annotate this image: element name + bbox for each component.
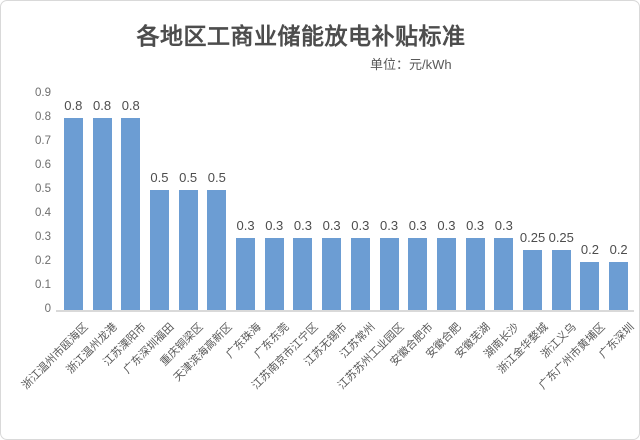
x-axis-line bbox=[56, 310, 634, 312]
bar bbox=[580, 262, 600, 310]
bar bbox=[92, 118, 112, 310]
y-axis-tick-label: 0.8 bbox=[35, 111, 51, 123]
bar-value-label: 0.3 bbox=[265, 218, 284, 233]
unit-label: 单位：元/kWh bbox=[370, 57, 452, 72]
bar bbox=[494, 238, 514, 310]
bar bbox=[609, 262, 629, 310]
bar-value-label: 0.8 bbox=[64, 98, 83, 113]
y-axis-tick-label: 0.5 bbox=[35, 183, 51, 195]
bar bbox=[408, 238, 428, 310]
bar-value-label: 0.3 bbox=[380, 218, 399, 233]
bar-value-label: 0.3 bbox=[466, 218, 485, 233]
bar bbox=[236, 238, 256, 310]
bar-value-label: 0.3 bbox=[293, 218, 312, 233]
bar bbox=[436, 238, 456, 310]
bar bbox=[322, 238, 342, 310]
bar-value-label: 0.2 bbox=[609, 242, 628, 257]
bar-value-label: 0.25 bbox=[519, 230, 546, 245]
bar bbox=[63, 118, 83, 310]
bar bbox=[293, 238, 313, 310]
bar-value-label: 0.3 bbox=[408, 218, 427, 233]
bar-value-label: 0.8 bbox=[93, 98, 112, 113]
bar-value-label: 0.3 bbox=[322, 218, 341, 233]
bar bbox=[264, 238, 284, 310]
bar-value-label: 0.3 bbox=[236, 218, 255, 233]
bar bbox=[379, 238, 399, 310]
y-axis-tick-label: 0.7 bbox=[35, 135, 51, 147]
y-axis-tick-label: 0 bbox=[44, 303, 51, 315]
bar-value-label: 0.5 bbox=[150, 170, 169, 185]
bar bbox=[551, 250, 571, 310]
y-axis-tick-label: 0.4 bbox=[35, 207, 51, 219]
chart-title: 各地区工商业储能放电补贴标准 bbox=[136, 23, 466, 49]
y-axis-tick-label: 0.6 bbox=[35, 159, 51, 171]
y-axis-tick-label: 0.3 bbox=[35, 231, 51, 243]
bar-value-label: 0.25 bbox=[548, 230, 574, 245]
bar bbox=[178, 190, 198, 310]
bar-value-label: 0.8 bbox=[121, 98, 140, 113]
bar-value-label: 0.5 bbox=[179, 170, 198, 185]
bar-value-label: 0.5 bbox=[207, 170, 226, 185]
y-axis-tick-label: 0.1 bbox=[35, 279, 51, 291]
bar bbox=[207, 190, 227, 310]
bar-value-label: 0.3 bbox=[351, 218, 370, 233]
bar bbox=[523, 250, 543, 310]
bar bbox=[465, 238, 485, 310]
bar bbox=[149, 190, 169, 310]
bar bbox=[350, 238, 370, 310]
bar-value-label: 0.3 bbox=[437, 218, 456, 233]
bar-value-label: 0.3 bbox=[494, 218, 513, 233]
y-axis-tick-label: 0.9 bbox=[35, 87, 51, 99]
bar bbox=[121, 118, 141, 310]
bar-value-label: 0.2 bbox=[580, 242, 599, 257]
y-axis-tick-label: 0.2 bbox=[35, 255, 51, 267]
